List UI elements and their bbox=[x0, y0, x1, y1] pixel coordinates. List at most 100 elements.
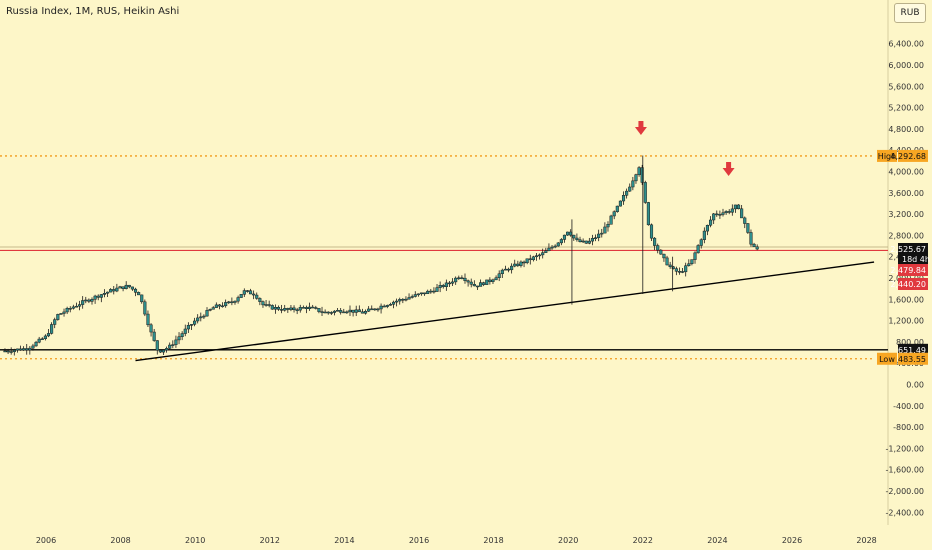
candle-body bbox=[137, 292, 141, 296]
candle-body bbox=[217, 304, 221, 307]
candle-body bbox=[65, 308, 69, 313]
candle-body bbox=[320, 311, 324, 313]
candle-body bbox=[435, 287, 439, 292]
x-tick-label: 2018 bbox=[483, 536, 503, 545]
candle-body bbox=[752, 243, 756, 248]
candle-body bbox=[105, 291, 110, 294]
candle-body bbox=[115, 287, 119, 292]
candle-body bbox=[531, 256, 535, 261]
candle-body bbox=[649, 224, 654, 239]
candle-body bbox=[379, 305, 383, 310]
low-price-tag: 483.55 bbox=[898, 355, 926, 364]
candle-body bbox=[705, 224, 710, 232]
candle-body bbox=[519, 261, 523, 266]
candle-body bbox=[590, 238, 594, 242]
candle-body bbox=[174, 339, 178, 345]
candle-body bbox=[53, 319, 57, 325]
candle-body bbox=[221, 305, 225, 308]
candle-body bbox=[718, 214, 722, 216]
candle-body bbox=[59, 313, 63, 315]
candle-body bbox=[93, 295, 97, 300]
candle-body bbox=[227, 301, 231, 304]
y-tick-label: 6,000.00 bbox=[888, 61, 924, 70]
candle-body bbox=[186, 325, 190, 330]
high-price-tag-bg bbox=[898, 149, 928, 162]
candle-body bbox=[677, 271, 682, 273]
low-label-bg bbox=[877, 352, 897, 365]
candle-body bbox=[314, 307, 318, 309]
candle-body bbox=[376, 308, 380, 311]
candle-body bbox=[578, 239, 582, 243]
candle-body bbox=[668, 264, 672, 268]
candle-body bbox=[357, 309, 361, 313]
candle-body bbox=[556, 242, 560, 247]
candle-body bbox=[538, 254, 542, 257]
x-tick-label: 2022 bbox=[633, 536, 653, 545]
y-tick-label: 2,800.00 bbox=[888, 231, 924, 240]
candle-body bbox=[541, 252, 545, 256]
high-label: High bbox=[878, 152, 896, 161]
candle-body bbox=[31, 345, 35, 349]
candle-body bbox=[581, 240, 585, 243]
candle-body bbox=[553, 245, 557, 248]
y-tick-label: -800.00 bbox=[893, 423, 924, 432]
candle-body bbox=[102, 293, 106, 295]
candle-body bbox=[311, 306, 315, 309]
candle-body bbox=[68, 308, 72, 310]
candle-body bbox=[584, 240, 588, 244]
candle-body bbox=[597, 233, 601, 238]
candle-body bbox=[510, 265, 514, 271]
candle-body bbox=[336, 310, 340, 312]
candle-body bbox=[236, 297, 240, 302]
candle-body bbox=[339, 310, 343, 313]
candle-body bbox=[457, 277, 461, 279]
candle-body bbox=[211, 307, 215, 310]
candle-body bbox=[130, 286, 134, 290]
candle-body bbox=[140, 294, 144, 303]
candle-body bbox=[413, 294, 417, 297]
low-label: Low bbox=[879, 355, 895, 364]
candle-body bbox=[634, 174, 638, 182]
ascending-trendline bbox=[135, 261, 875, 362]
candle-body bbox=[395, 300, 399, 303]
candle-body bbox=[112, 289, 116, 292]
candle-body bbox=[575, 237, 579, 241]
candle-body bbox=[503, 268, 507, 271]
x-tick-label: 2010 bbox=[185, 536, 205, 545]
candle-body bbox=[109, 289, 113, 293]
candle-body bbox=[202, 315, 206, 318]
candle-body bbox=[193, 320, 197, 325]
candle-body bbox=[715, 213, 719, 216]
candle-body bbox=[255, 294, 259, 299]
candle-body bbox=[292, 307, 296, 311]
candle-body bbox=[416, 293, 420, 296]
candle-body bbox=[15, 348, 19, 351]
candle-body bbox=[317, 308, 321, 312]
candle-body bbox=[454, 277, 458, 283]
candle-body bbox=[298, 307, 302, 311]
candle-body bbox=[34, 341, 38, 347]
down-arrow-icon bbox=[638, 121, 644, 128]
candle-body bbox=[264, 304, 268, 306]
candle-body bbox=[242, 290, 246, 295]
currency-button[interactable]: RUB bbox=[894, 3, 926, 23]
candle-body bbox=[516, 263, 520, 266]
candle-body bbox=[550, 246, 554, 249]
down-arrow-icon bbox=[722, 168, 735, 176]
candle-body bbox=[491, 279, 495, 282]
candle-body bbox=[724, 211, 728, 214]
candle-body bbox=[438, 285, 442, 288]
candle-body bbox=[99, 294, 103, 298]
candle-body bbox=[248, 290, 253, 295]
candle-body bbox=[373, 308, 377, 311]
candle-body bbox=[696, 245, 700, 254]
candle-body bbox=[155, 340, 159, 351]
candle-body bbox=[385, 305, 389, 307]
candle-body bbox=[522, 261, 526, 264]
candle-body bbox=[562, 234, 567, 240]
candle-body bbox=[746, 223, 750, 233]
candle-body bbox=[273, 307, 277, 310]
candle-body bbox=[709, 219, 713, 226]
